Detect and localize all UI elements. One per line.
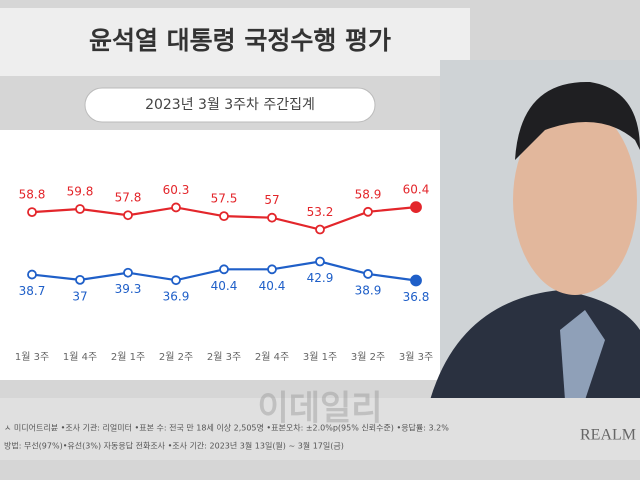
value-label: 36.9 — [163, 290, 190, 304]
point — [363, 206, 373, 217]
value-label: 57 — [264, 193, 279, 207]
hair — [515, 81, 640, 160]
value-label: 57.5 — [211, 192, 238, 206]
point — [267, 212, 277, 223]
x-tick-label: 3월 3주 — [399, 351, 433, 363]
x-tick-label: 2월 2주 — [159, 351, 193, 363]
value-label: 60.3 — [163, 183, 190, 197]
value-label: 39.3 — [115, 282, 142, 296]
plot-area — [0, 130, 490, 380]
title-band — [0, 8, 470, 76]
portrait — [430, 60, 640, 400]
x-tick-label: 3월 2주 — [351, 351, 385, 363]
point — [27, 269, 37, 280]
value-label: 38.7 — [19, 284, 46, 298]
footnote: ㅅ 미디어트리뷴 •조사 기관: 리얼미터 •표본 수: 전국 만 18세 이상… — [4, 423, 449, 433]
point — [219, 211, 229, 222]
value-label: 36.8 — [403, 290, 430, 304]
point — [123, 267, 133, 278]
face — [513, 105, 637, 295]
point — [171, 275, 181, 286]
value-label: 60.4 — [403, 183, 430, 197]
x-tick-label: 2월 4주 — [255, 351, 289, 363]
point — [410, 201, 422, 214]
brand: REALM — [580, 427, 636, 444]
value-label: 40.4 — [259, 279, 286, 293]
watermark: 이데일리 — [257, 389, 382, 429]
point — [315, 256, 325, 267]
point — [410, 274, 422, 287]
tie — [560, 310, 605, 400]
point — [171, 202, 181, 213]
point — [123, 210, 133, 221]
footnote: 방법: 무선(97%)•유선(3%) 자동응답 전화조사 •조사 기간: 202… — [4, 441, 344, 451]
point — [75, 204, 85, 214]
x-tick-label: 1월 4주 — [63, 351, 97, 363]
value-label: 58.9 — [355, 187, 382, 201]
value-label: 57.8 — [115, 191, 142, 205]
x-tick-label: 2월 1주 — [111, 351, 145, 363]
value-label: 38.9 — [355, 283, 382, 297]
x-tick-label: 3월 1주 — [303, 351, 337, 363]
point — [363, 269, 373, 279]
value-label: 40.4 — [211, 279, 238, 293]
value-label: 59.8 — [67, 185, 94, 199]
footer-band — [0, 398, 640, 460]
point — [75, 274, 85, 285]
value-label: 42.9 — [307, 271, 334, 285]
value-label: 37 — [72, 289, 87, 303]
x-tick-label: 1월 3주 — [15, 351, 49, 363]
point — [27, 207, 37, 218]
subtitle: 2023년 3월 3주차 주간집계 — [145, 97, 315, 113]
subtitle-box — [84, 87, 376, 123]
value-label: 53.2 — [307, 205, 334, 219]
point — [267, 264, 277, 275]
value-label: 58.8 — [19, 188, 46, 202]
point — [315, 224, 325, 235]
x-tick-label: 2월 3주 — [207, 351, 241, 363]
chart-title: 윤석열 대통령 국정수행 평가 — [89, 26, 391, 55]
point — [219, 264, 229, 275]
